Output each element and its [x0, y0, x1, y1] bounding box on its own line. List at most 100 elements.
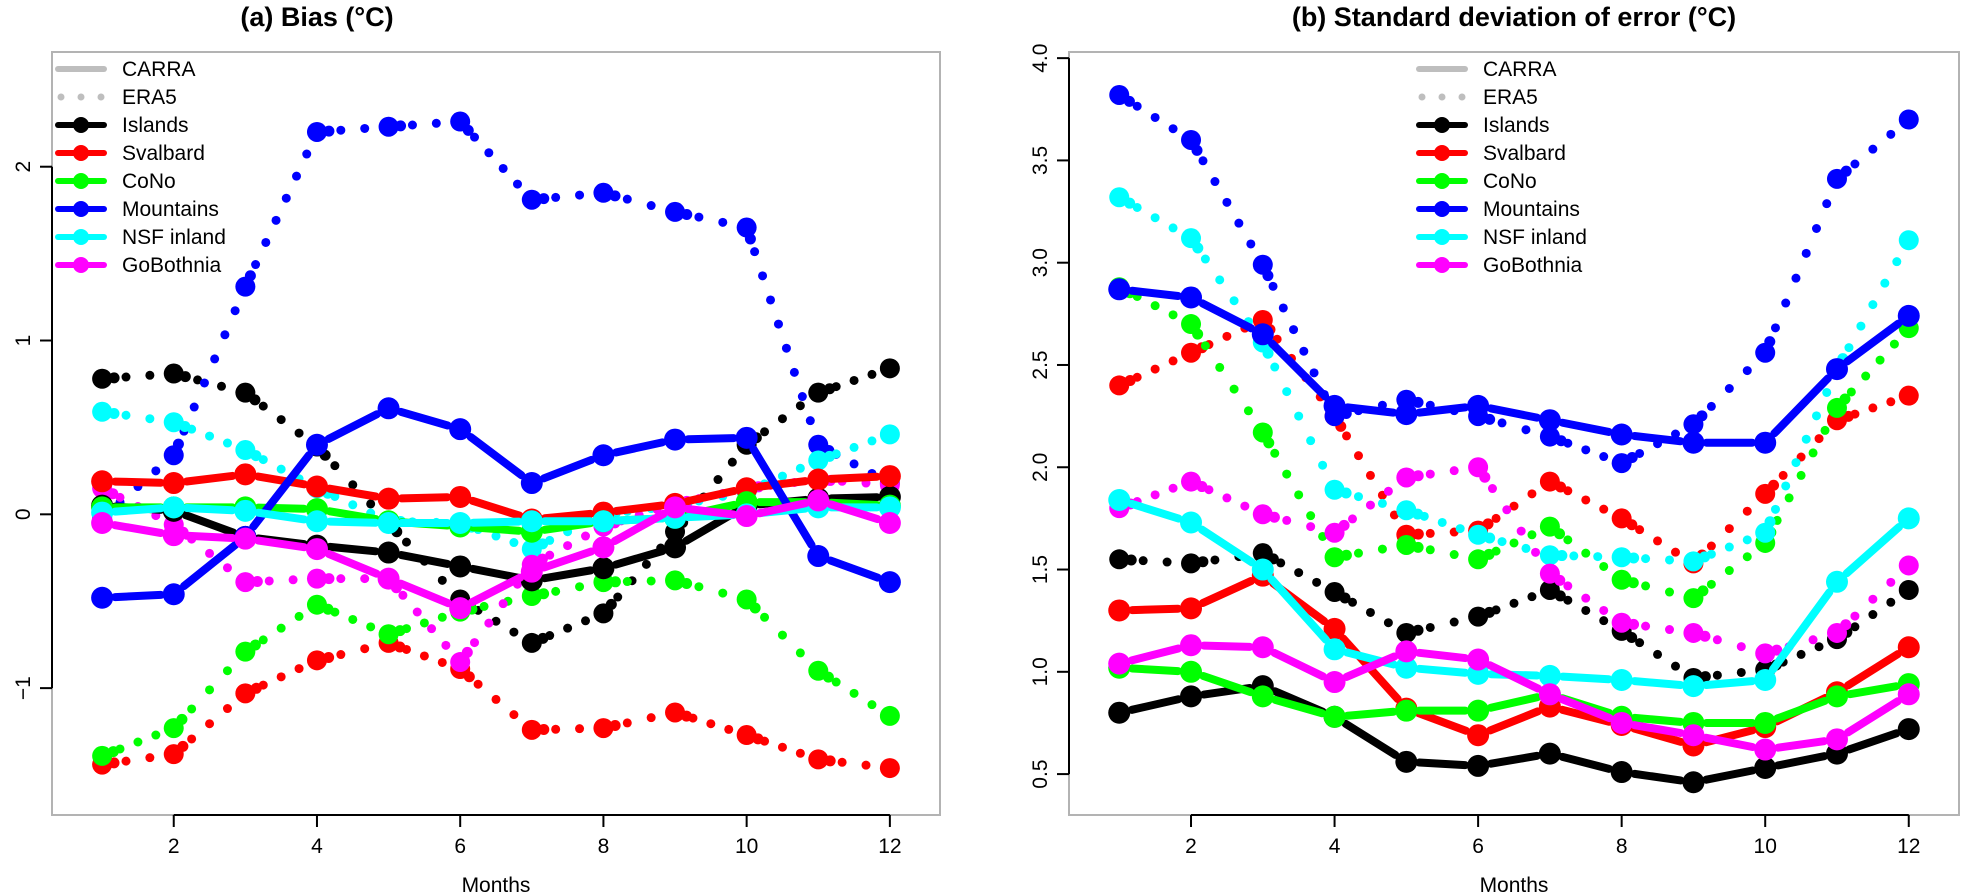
dot [1132, 202, 1142, 212]
data-point [1610, 711, 1633, 734]
dot [1132, 101, 1142, 111]
data-point [736, 725, 757, 746]
line-segment [111, 590, 165, 602]
dot [831, 677, 841, 687]
line-segment [1843, 650, 1902, 690]
dot [210, 354, 220, 364]
dot [1278, 303, 1288, 313]
data-point [163, 445, 184, 466]
data-point [163, 412, 184, 433]
y-tick-label: 0 [12, 508, 35, 520]
dot [1527, 489, 1537, 499]
dot [1781, 481, 1791, 491]
dot [1150, 112, 1160, 122]
data-point [163, 718, 184, 739]
legend-label: GoBothnia [122, 254, 222, 277]
data-point [1181, 228, 1202, 249]
dot [1801, 434, 1811, 444]
dot [1868, 610, 1878, 620]
line-segment [1630, 724, 1685, 746]
data-point [1181, 342, 1202, 363]
dot [222, 563, 232, 573]
line-segment [1702, 733, 1757, 751]
dot [1868, 300, 1878, 310]
data-point [1898, 555, 1919, 576]
line-segment [324, 410, 381, 443]
dot [1425, 528, 1435, 538]
line-segment [254, 472, 309, 489]
legend-item-mountains: Mountains [1416, 198, 1580, 221]
data-point [91, 586, 114, 609]
line-segment [1271, 695, 1327, 718]
dot [1306, 522, 1316, 532]
line-segment [1774, 737, 1829, 752]
line-segment [182, 503, 237, 515]
dot [491, 616, 501, 626]
data-point [1180, 286, 1203, 309]
data-point [1898, 385, 1919, 406]
dot [575, 190, 585, 200]
data-point [592, 444, 615, 467]
dot [1791, 273, 1801, 283]
line-segment [1630, 677, 1685, 690]
dot [1270, 362, 1280, 372]
dot [1724, 566, 1734, 576]
dot [1706, 401, 1716, 411]
marks-sd [1108, 84, 1920, 794]
dot [1150, 213, 1160, 223]
line-segment [1127, 499, 1183, 523]
data-point [1180, 685, 1203, 708]
legend-label: CARRA [122, 58, 196, 81]
dot [1243, 406, 1253, 416]
data-point [521, 586, 542, 607]
dot [1796, 649, 1806, 659]
dot [1383, 486, 1393, 496]
data-point [1611, 569, 1632, 590]
dot [1635, 638, 1645, 648]
dot [498, 163, 508, 173]
legend-item-carra: CARRA [1416, 58, 1557, 81]
dot [1306, 436, 1316, 446]
dot [1665, 625, 1675, 635]
axes-sd: 2 4 6 8 10 12 0.5 1.0 1.5 2.0 2.5 3.0 3.5 4.0 [1029, 44, 1920, 858]
dot [1886, 597, 1896, 607]
data-point [592, 536, 615, 559]
dot [145, 414, 155, 424]
data-point [1251, 636, 1274, 659]
data-point [520, 560, 543, 583]
dot [491, 694, 501, 704]
data-point [162, 496, 185, 519]
data-point [1683, 622, 1704, 643]
data-point [91, 512, 114, 535]
dot [348, 500, 358, 510]
data-point [1825, 358, 1848, 381]
line-segment [1486, 693, 1542, 712]
data-point [878, 496, 901, 519]
dot [1150, 301, 1160, 311]
data-point [1108, 599, 1131, 622]
dot [1808, 635, 1818, 645]
dot [281, 193, 291, 203]
dot [1294, 568, 1304, 578]
data-point [1826, 397, 1847, 418]
line-segment [1843, 319, 1903, 366]
dot [867, 369, 877, 379]
dot [706, 719, 716, 729]
dot [1736, 667, 1746, 677]
dot [360, 574, 370, 584]
legend-swatch-point [1434, 201, 1450, 217]
dot [581, 531, 591, 541]
dot [1569, 551, 1579, 561]
dot [849, 459, 859, 469]
line-segment [469, 523, 523, 535]
data-point [593, 182, 614, 203]
data-point [1251, 323, 1274, 346]
data-point [449, 418, 472, 441]
data-point [449, 512, 472, 535]
data-point [807, 489, 830, 512]
dot [795, 401, 805, 411]
dot [1861, 371, 1871, 381]
data-point [1180, 660, 1203, 683]
data-point [1897, 718, 1920, 741]
x-tick-label: 8 [1616, 835, 1628, 858]
